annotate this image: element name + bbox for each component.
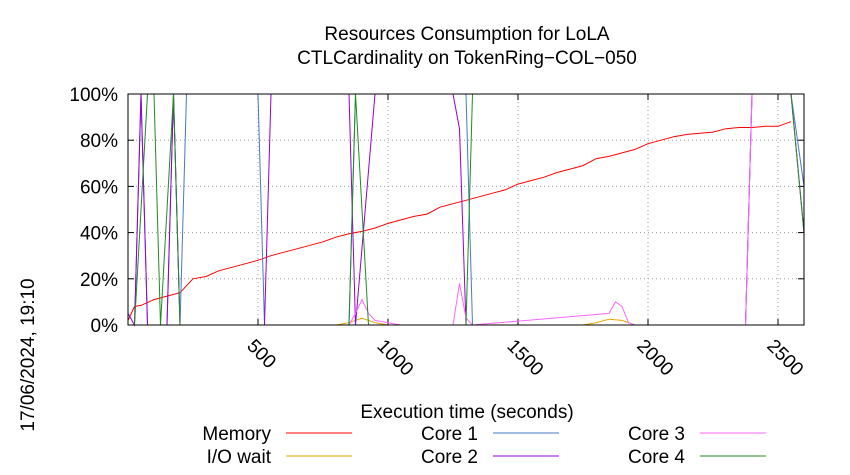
x-axis-label: Execution time (seconds) [360,402,573,423]
y-tick-label: 0% [91,316,119,337]
y-tick-label: 20% [80,270,118,291]
y-axis-ticks: 0% 20% 40% 60% 80% 100% [69,85,804,337]
x-tick-label: 1000 [372,336,417,381]
legend-label: Core 4 [628,447,685,468]
chart-title: Resources Consumption for LoLA [324,24,609,45]
legend-label: Memory [202,424,271,445]
series-line-core-1 [128,93,805,326]
plot-frame [127,93,805,326]
y-tick-label: 40% [80,224,118,245]
x-axis-ticks: 500 1000 1500 2000 2500 [242,94,807,380]
gridlines [128,94,804,325]
x-tick-label: 2000 [632,336,677,381]
y-tick-label: 60% [80,177,118,198]
y-tick-label: 80% [80,131,118,152]
chart-subtitle: CTLCardinality on TokenRing−COL−050 [297,48,637,69]
series-line-core-4 [128,93,805,326]
y-tick-label: 100% [69,85,118,106]
x-tick-label: 500 [242,336,279,373]
legend-label: Core 1 [421,424,478,445]
x-tick-label: 2500 [762,336,807,381]
legend-label: Core 2 [421,447,478,468]
timestamp-label: 17/06/2024, 19:10 [18,278,39,431]
series-line-core-3 [128,93,805,326]
legend-label: I/O wait [207,447,272,468]
series-line-memory [127,121,792,321]
series-line-core-2 [127,93,805,327]
legend-label: Core 3 [628,424,685,445]
series-lines [127,93,805,327]
x-tick-label: 1500 [502,336,547,381]
